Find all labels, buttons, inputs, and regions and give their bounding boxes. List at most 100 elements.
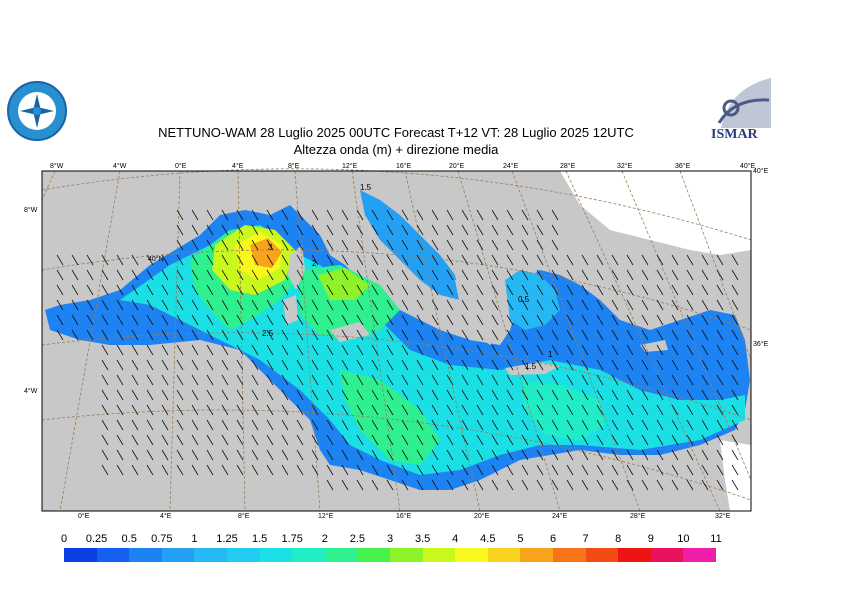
direction-arrow (431, 269, 439, 281)
direction-arrow (101, 449, 109, 461)
direction-arrow (251, 239, 259, 251)
direction-arrow (521, 254, 529, 266)
direction-arrow (326, 434, 334, 446)
direction-arrow (221, 359, 229, 371)
direction-arrow (311, 359, 319, 371)
legend-swatch (650, 548, 684, 562)
direction-arrow (446, 449, 454, 461)
direction-arrow (341, 209, 349, 221)
direction-arrow (281, 359, 289, 371)
direction-arrow (461, 269, 469, 281)
direction-arrow (641, 284, 649, 296)
direction-arrow (401, 314, 409, 326)
direction-arrow (416, 419, 424, 431)
direction-arrow (491, 329, 499, 341)
direction-arrow (131, 284, 139, 296)
direction-arrow (371, 479, 379, 491)
direction-arrow (266, 224, 274, 236)
direction-arrow (326, 239, 334, 251)
direction-arrow (131, 449, 139, 461)
legend-label: 5 (517, 533, 524, 545)
direction-arrow (566, 329, 574, 341)
legend-label: 1.5 (251, 533, 268, 545)
top-lon-label: 28°E (560, 162, 576, 170)
direction-arrow (161, 344, 169, 356)
direction-arrow (341, 359, 349, 371)
direction-arrow (206, 299, 214, 311)
bottom-lon-label: 0°E (78, 512, 90, 520)
direction-arrow (686, 374, 694, 386)
direction-arrow (506, 434, 514, 446)
direction-arrow (461, 239, 469, 251)
direction-arrow (716, 449, 724, 461)
direction-arrow (401, 374, 409, 386)
direction-arrow (356, 269, 364, 281)
direction-arrow (386, 314, 394, 326)
bottom-lon-label: 8°E (238, 512, 250, 520)
direction-arrow (296, 434, 304, 446)
direction-arrow (611, 419, 619, 431)
direction-arrow (566, 374, 574, 386)
direction-arrow (251, 269, 259, 281)
direction-arrow (491, 314, 499, 326)
direction-arrow (86, 254, 94, 266)
direction-arrow (371, 434, 379, 446)
direction-arrow (71, 254, 79, 266)
direction-arrow (596, 344, 604, 356)
direction-arrow (326, 254, 334, 266)
direction-arrow (521, 209, 529, 221)
islands (283, 245, 668, 375)
direction-arrow (371, 209, 379, 221)
inner-lat-label: 40°N (148, 255, 164, 263)
direction-arrow (86, 284, 94, 296)
direction-arrow (671, 359, 679, 371)
direction-arrow (551, 224, 559, 236)
direction-arrow (161, 404, 169, 416)
direction-arrow (116, 269, 124, 281)
direction-arrow (476, 434, 484, 446)
direction-arrow (581, 419, 589, 431)
legend-swatch (259, 548, 293, 562)
direction-arrow (716, 269, 724, 281)
direction-arrow (656, 314, 664, 326)
direction-arrow (191, 314, 199, 326)
direction-arrow (386, 404, 394, 416)
direction-arrow (311, 329, 319, 341)
direction-arrow (716, 404, 724, 416)
direction-arrow (461, 359, 469, 371)
direction-arrow (506, 239, 514, 251)
direction-arrow (356, 404, 364, 416)
direction-arrow (251, 299, 259, 311)
direction-arrow (131, 434, 139, 446)
direction-arrow (671, 314, 679, 326)
direction-arrow (701, 419, 709, 431)
legend-swatch (161, 548, 195, 562)
direction-arrow (416, 449, 424, 461)
direction-arrow (386, 344, 394, 356)
direction-arrow (266, 329, 274, 341)
direction-arrow (101, 404, 109, 416)
direction-arrow (371, 269, 379, 281)
direction-arrow (251, 284, 259, 296)
color-legend (64, 548, 716, 562)
direction-arrow (236, 389, 244, 401)
direction-arrow (206, 449, 214, 461)
legend-label: 4 (452, 533, 459, 545)
direction-arrow (356, 329, 364, 341)
direction-arrow (311, 254, 319, 266)
direction-arrow (551, 479, 559, 491)
direction-arrow (686, 299, 694, 311)
direction-arrow (386, 209, 394, 221)
direction-arrow (116, 419, 124, 431)
direction-arrow (416, 314, 424, 326)
direction-arrow (536, 269, 544, 281)
direction-arrow (566, 269, 574, 281)
legend-swatch (552, 548, 586, 562)
direction-arrow (686, 284, 694, 296)
direction-arrow (431, 254, 439, 266)
direction-arrow (476, 449, 484, 461)
direction-arrow (146, 389, 154, 401)
direction-arrow (281, 434, 289, 446)
direction-arrow (176, 269, 184, 281)
direction-arrow (296, 464, 304, 476)
